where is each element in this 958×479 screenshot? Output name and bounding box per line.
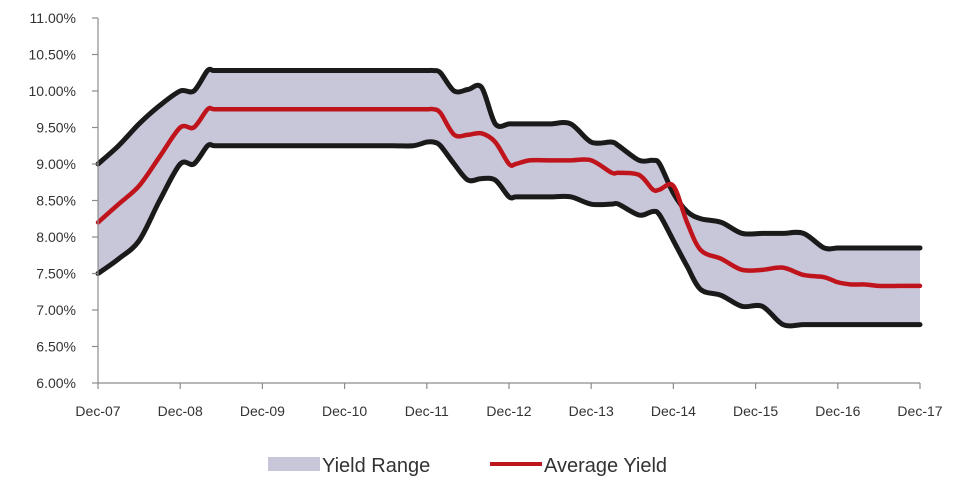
x-tick-label: Dec-17 (897, 403, 942, 419)
x-tick-label: Dec-12 (486, 403, 531, 419)
x-tick-label: Dec-08 (158, 403, 203, 419)
x-tick-label: Dec-14 (651, 403, 696, 419)
x-tick-label: Dec-15 (733, 403, 778, 419)
y-tick-label: 8.50% (36, 193, 76, 209)
x-tick-labels: Dec-07 Dec-08 Dec-09 Dec-10 Dec-11 Dec-12 Dec-… (75, 403, 942, 419)
y-tick-label: 9.50% (36, 120, 76, 136)
line-layer (95, 66, 923, 329)
yield-range-band (98, 69, 920, 326)
y-tick-label: 10.00% (29, 83, 76, 99)
y-tick-label: 7.00% (36, 302, 76, 318)
y-tick-label: 8.00% (36, 229, 76, 245)
y-tick-label: 10.50% (29, 47, 76, 63)
y-tick-labels: 6.00% 6.50% 7.00% 7.50% 8.00% 8.50% 9.00% 9.50%… (29, 10, 76, 391)
x-tick-label: Dec-10 (322, 403, 367, 419)
x-tick-label: Dec-07 (75, 403, 120, 419)
x-tick-label: Dec-09 (240, 403, 285, 419)
x-tick-label: Dec-13 (569, 403, 614, 419)
band-layer (98, 69, 920, 326)
legend: Yield Range Average Yield (268, 455, 667, 477)
legend-yield-range-label: Yield Range (322, 455, 430, 477)
yield-range-upper-line (95, 66, 923, 252)
y-tick-label: 9.00% (36, 156, 76, 172)
legend-yield-range-swatch (268, 457, 320, 471)
y-tick-label: 6.50% (36, 339, 76, 355)
y-tick-label: 11.00% (30, 10, 76, 26)
x-tick-label: Dec-11 (405, 403, 449, 419)
y-tick-label: 7.50% (36, 266, 76, 282)
average-yield-line (95, 105, 923, 289)
axis-layer (92, 17, 921, 389)
y-tick-label: 6.00% (36, 375, 76, 391)
yield-range-lower-line (95, 139, 923, 329)
legend-average-yield-label: Average Yield (544, 455, 667, 477)
x-tick-label: Dec-16 (815, 403, 860, 419)
